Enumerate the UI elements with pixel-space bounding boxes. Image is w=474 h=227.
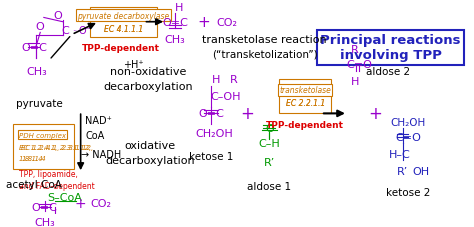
Text: H: H — [350, 77, 359, 87]
Text: EC 2.2.1.1: EC 2.2.1.1 — [285, 99, 325, 108]
Text: C=O: C=O — [346, 60, 372, 70]
Text: CH₃: CH₃ — [27, 67, 47, 76]
Text: Principal reactions
involving TPP: Principal reactions involving TPP — [320, 34, 461, 62]
Text: C=O: C=O — [395, 132, 421, 142]
Text: C–OH: C–OH — [210, 92, 241, 102]
Text: decarboxylation: decarboxylation — [105, 155, 195, 165]
Text: transketolase: transketolase — [279, 86, 331, 95]
Text: pyruvate: pyruvate — [16, 98, 62, 108]
Text: EC 2.2.1.1: EC 2.2.1.1 — [285, 99, 325, 108]
Text: +: + — [368, 105, 382, 123]
Text: pyruvate decarboxylase: pyruvate decarboxylase — [77, 12, 169, 21]
Text: EC 4.1.1.1: EC 4.1.1.1 — [104, 25, 143, 33]
Text: TPP-dependent: TPP-dependent — [82, 44, 160, 53]
Text: CH₂OH: CH₂OH — [391, 117, 426, 127]
Text: R: R — [229, 75, 237, 85]
Text: +: + — [75, 196, 86, 210]
Text: O⁻: O⁻ — [79, 26, 91, 36]
Text: transketolase reaction: transketolase reaction — [202, 35, 327, 44]
Text: acetyl CoA: acetyl CoA — [7, 179, 62, 189]
FancyBboxPatch shape — [279, 80, 331, 114]
Text: C–H: C–H — [258, 139, 280, 149]
Text: EC 4.1.1.1: EC 4.1.1.1 — [104, 25, 143, 33]
FancyBboxPatch shape — [13, 124, 74, 169]
Text: (“transketolization”): (“transketolization”) — [212, 49, 318, 59]
Text: NAD⁺: NAD⁺ — [85, 115, 112, 125]
Text: EC 1.2.4.1, 2.3.1.12,: EC 1.2.4.1, 2.3.1.12, — [19, 145, 91, 151]
Text: TPP, lipoamide,: TPP, lipoamide, — [19, 169, 78, 178]
Text: S–CoA: S–CoA — [47, 192, 82, 202]
Text: 1.8.1.4: 1.8.1.4 — [21, 155, 46, 161]
Text: O=C: O=C — [32, 202, 58, 212]
Text: oxidative: oxidative — [125, 141, 176, 151]
Text: PDH complex: PDH complex — [19, 132, 66, 138]
Text: decarboxylation: decarboxylation — [103, 81, 193, 91]
Text: CH₃: CH₃ — [34, 217, 55, 227]
Text: O: O — [36, 22, 45, 32]
Text: and FAD-dependent: and FAD-dependent — [19, 182, 95, 190]
Text: non-oxidative: non-oxidative — [110, 67, 186, 76]
Text: → NADH: → NADH — [81, 149, 121, 159]
Text: TPP-dependent: TPP-dependent — [266, 120, 344, 129]
Text: CH₂OH: CH₂OH — [195, 128, 233, 138]
Text: OH: OH — [412, 166, 429, 176]
Text: CO₂: CO₂ — [216, 18, 237, 28]
Text: R: R — [351, 45, 358, 55]
Text: C: C — [61, 26, 69, 36]
Text: aldose 1: aldose 1 — [247, 181, 292, 191]
Text: O=C: O=C — [21, 43, 47, 53]
Text: H: H — [175, 3, 183, 13]
Text: pyruvate decarboxylase: pyruvate decarboxylase — [77, 12, 169, 21]
Text: O=C: O=C — [162, 18, 188, 28]
Text: +H⁺: +H⁺ — [123, 60, 144, 70]
Text: ···: ··· — [72, 27, 80, 36]
Text: H: H — [212, 75, 220, 85]
Text: CH₃: CH₃ — [164, 35, 185, 44]
Text: O: O — [265, 124, 273, 134]
Text: PDH complex: PDH complex — [21, 132, 68, 138]
Text: 1.8.1.4: 1.8.1.4 — [19, 155, 44, 161]
Text: +: + — [240, 105, 254, 123]
Text: ketose 1: ketose 1 — [189, 151, 233, 161]
Text: R’: R’ — [397, 166, 408, 176]
Text: ketose 2: ketose 2 — [386, 188, 431, 197]
Text: aldose 2: aldose 2 — [366, 67, 410, 76]
Text: R’: R’ — [264, 158, 275, 168]
Text: +: + — [198, 15, 210, 30]
Text: CO₂: CO₂ — [91, 198, 111, 208]
Text: transketolase: transketolase — [279, 86, 331, 95]
Text: O=C: O=C — [198, 109, 224, 119]
Text: H–C: H–C — [389, 149, 410, 159]
Text: CoA: CoA — [85, 130, 104, 140]
FancyBboxPatch shape — [90, 8, 157, 37]
Text: O: O — [54, 11, 63, 21]
Text: EC 1.2.4.1, 2.3.1.12,: EC 1.2.4.1, 2.3.1.12, — [21, 145, 94, 151]
